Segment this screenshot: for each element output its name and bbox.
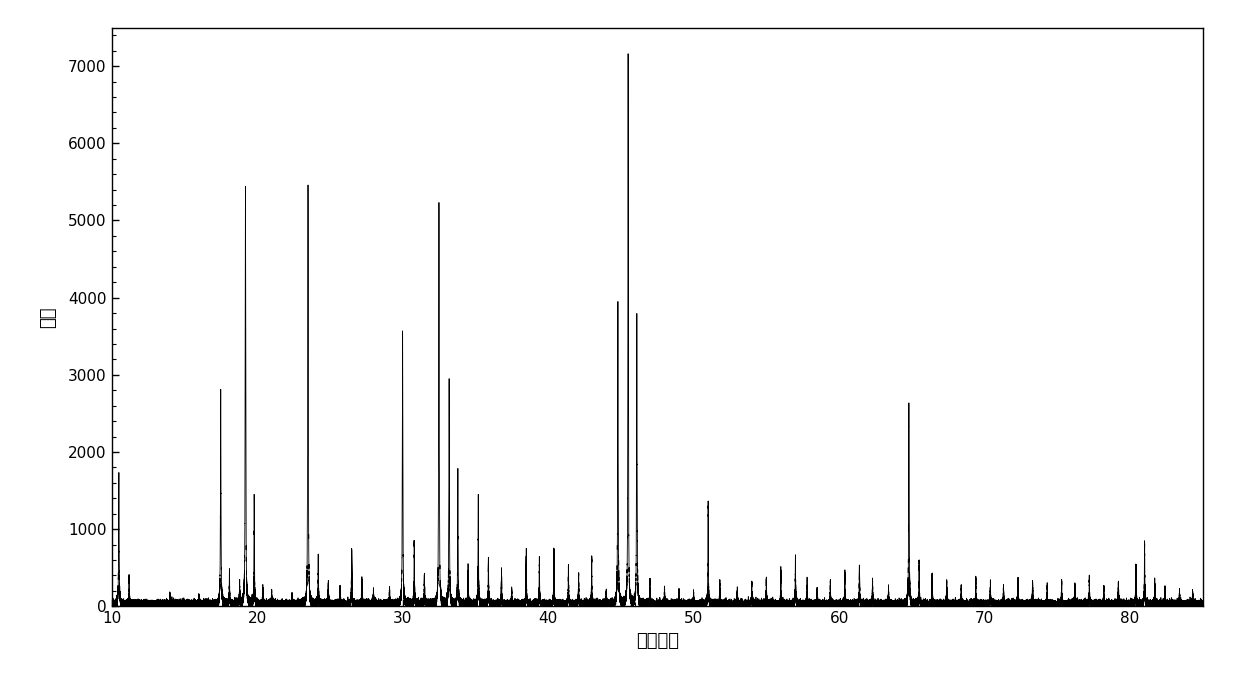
X-axis label: 扫描角度: 扫描角度 <box>636 632 678 650</box>
Y-axis label: 强度: 强度 <box>38 306 57 328</box>
